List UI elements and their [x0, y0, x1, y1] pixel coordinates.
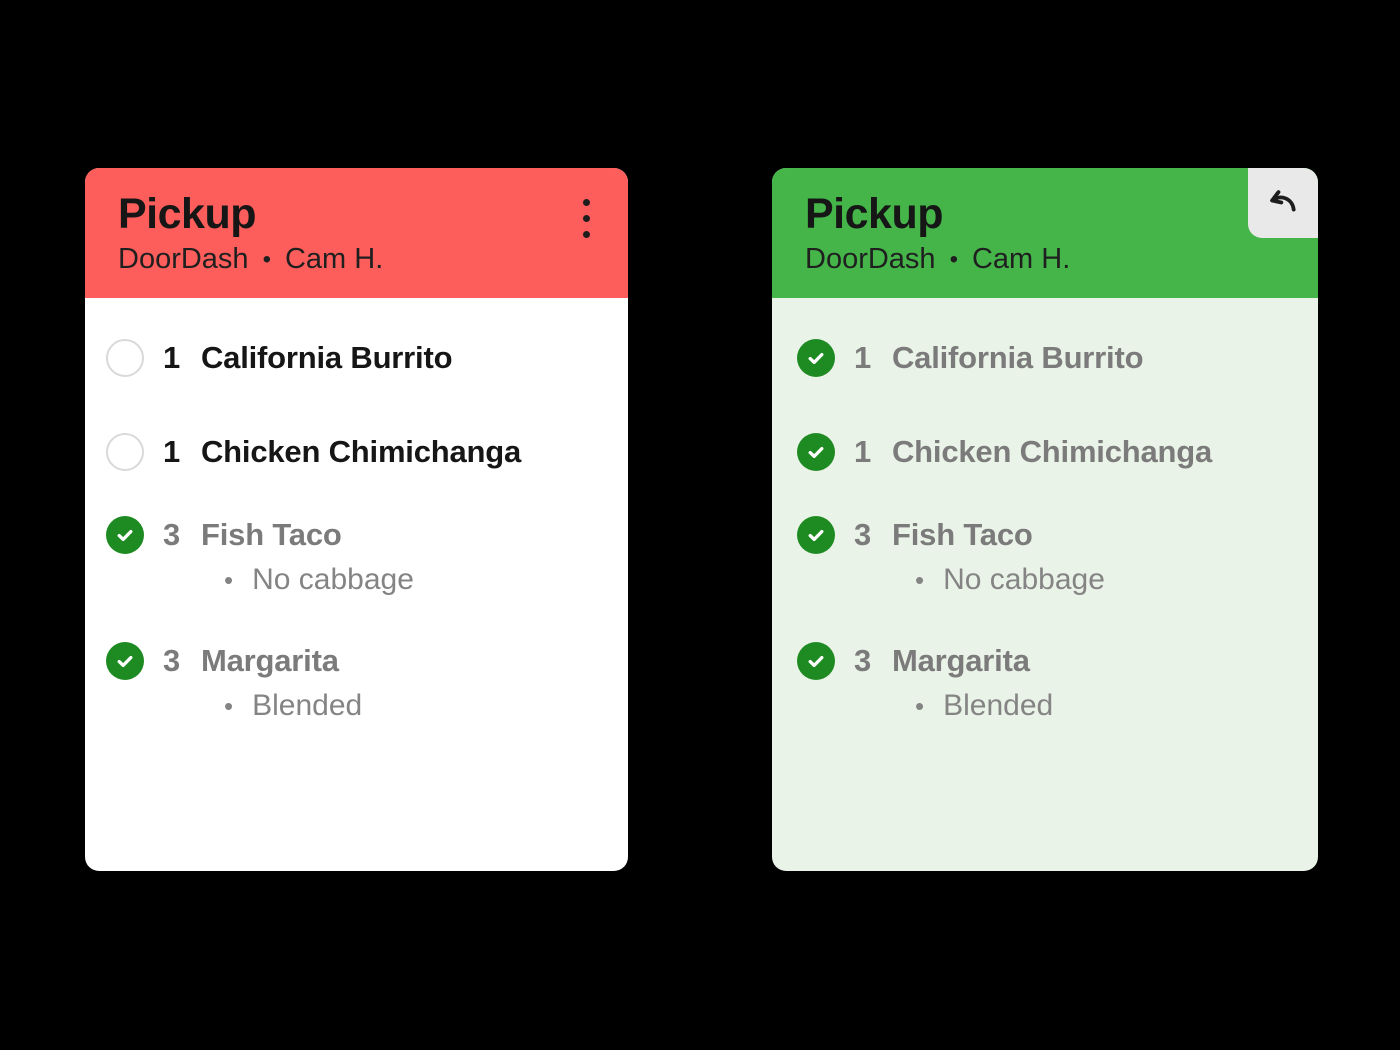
check-icon	[808, 655, 824, 668]
order-item-row[interactable]: 1 Chicken Chimichanga	[106, 430, 608, 474]
item-checkbox-checked[interactable]	[797, 642, 835, 680]
item-quantity: 3	[163, 517, 181, 552]
order-subtitle: DoorDash • Cam H.	[805, 243, 1318, 276]
order-card-header: Pickup DoorDash • Cam H.	[772, 168, 1318, 298]
list-item: 3 Fish Taco • No cabbage	[797, 513, 1298, 599]
dot-separator: •	[262, 245, 271, 273]
list-item: 1 Chicken Chimichanga	[106, 430, 608, 474]
check-icon	[117, 655, 133, 668]
order-item-row[interactable]: 3 Fish Taco	[797, 513, 1298, 557]
modifier-text: No cabbage	[252, 563, 414, 596]
item-name: Fish Taco	[892, 517, 1033, 552]
dot-separator: •	[949, 245, 958, 273]
order-source: DoorDash	[118, 243, 249, 275]
order-subtitle: DoorDash • Cam H.	[118, 243, 628, 276]
modifier-text: Blended	[943, 689, 1054, 722]
customer-name: Cam H.	[284, 243, 384, 275]
item-quantity: 1	[854, 340, 872, 375]
list-item: 1 California Burrito	[106, 336, 608, 380]
modifier-bullet: •	[224, 565, 234, 595]
item-modifier: • No cabbage	[915, 561, 1298, 599]
modifier-bullet: •	[915, 691, 925, 721]
list-item: 3 Margarita • Blended	[797, 639, 1298, 725]
customer-name: Cam H.	[971, 243, 1071, 275]
list-item: 1 Chicken Chimichanga	[797, 430, 1298, 474]
list-item: 1 California Burrito	[797, 336, 1298, 380]
list-item: 3 Fish Taco • No cabbage	[106, 513, 608, 599]
modifier-text: Blended	[252, 689, 363, 722]
item-modifier: • No cabbage	[224, 561, 608, 599]
order-type-title: Pickup	[805, 190, 944, 238]
item-name: Chicken Chimichanga	[201, 434, 522, 469]
check-icon	[808, 529, 824, 542]
order-items-list: 1 California Burrito 1 Chicken Chimichan…	[772, 298, 1318, 725]
order-item-row[interactable]: 1 Chicken Chimichanga	[797, 430, 1298, 474]
item-checkbox-checked[interactable]	[106, 516, 144, 554]
check-icon	[117, 529, 133, 542]
item-checkbox-checked[interactable]	[106, 642, 144, 680]
order-item-row[interactable]: 3 Fish Taco	[106, 513, 608, 557]
item-name: California Burrito	[201, 340, 453, 375]
order-type-title: Pickup	[118, 190, 257, 238]
order-item-row[interactable]: 3 Margarita	[106, 639, 608, 683]
order-items-list: 1 California Burrito 1 Chicken Chimichan…	[85, 298, 628, 725]
check-icon	[808, 352, 824, 365]
item-name: Fish Taco	[201, 517, 342, 552]
modifier-text: No cabbage	[943, 563, 1105, 596]
item-checkbox-checked[interactable]	[797, 339, 835, 377]
item-quantity: 3	[854, 643, 872, 678]
order-source: DoorDash	[805, 243, 936, 275]
order-card-in-progress: Pickup DoorDash • Cam H. 1 California Bu…	[85, 168, 628, 871]
list-item: 3 Margarita • Blended	[106, 639, 608, 725]
order-card-header: Pickup DoorDash • Cam H.	[85, 168, 628, 298]
undo-icon	[1270, 190, 1296, 212]
modifier-bullet: •	[224, 691, 234, 721]
item-quantity: 1	[163, 434, 181, 469]
undo-button[interactable]	[1248, 168, 1318, 238]
kebab-menu-icon	[582, 198, 590, 206]
item-quantity: 1	[854, 434, 872, 469]
item-modifier: • Blended	[915, 687, 1298, 725]
check-icon	[808, 446, 824, 459]
order-item-row[interactable]: 1 California Burrito	[797, 336, 1298, 380]
item-checkbox-checked[interactable]	[797, 433, 835, 471]
item-checkbox-checked[interactable]	[797, 516, 835, 554]
item-checkbox-unchecked[interactable]	[106, 339, 144, 377]
item-quantity: 3	[854, 517, 872, 552]
item-modifier: • Blended	[224, 687, 608, 725]
item-quantity: 1	[163, 340, 181, 375]
item-name: California Burrito	[892, 340, 1144, 375]
modifier-bullet: •	[915, 565, 925, 595]
item-checkbox-unchecked[interactable]	[106, 433, 144, 471]
item-name: Chicken Chimichanga	[892, 434, 1213, 469]
order-item-row[interactable]: 1 California Burrito	[106, 336, 608, 380]
order-item-row[interactable]: 3 Margarita	[797, 639, 1298, 683]
item-quantity: 3	[163, 643, 181, 678]
item-name: Margarita	[201, 643, 339, 678]
item-name: Margarita	[892, 643, 1030, 678]
more-options-button[interactable]	[566, 192, 606, 244]
order-card-completed: Pickup DoorDash • Cam H. 1	[772, 168, 1318, 871]
